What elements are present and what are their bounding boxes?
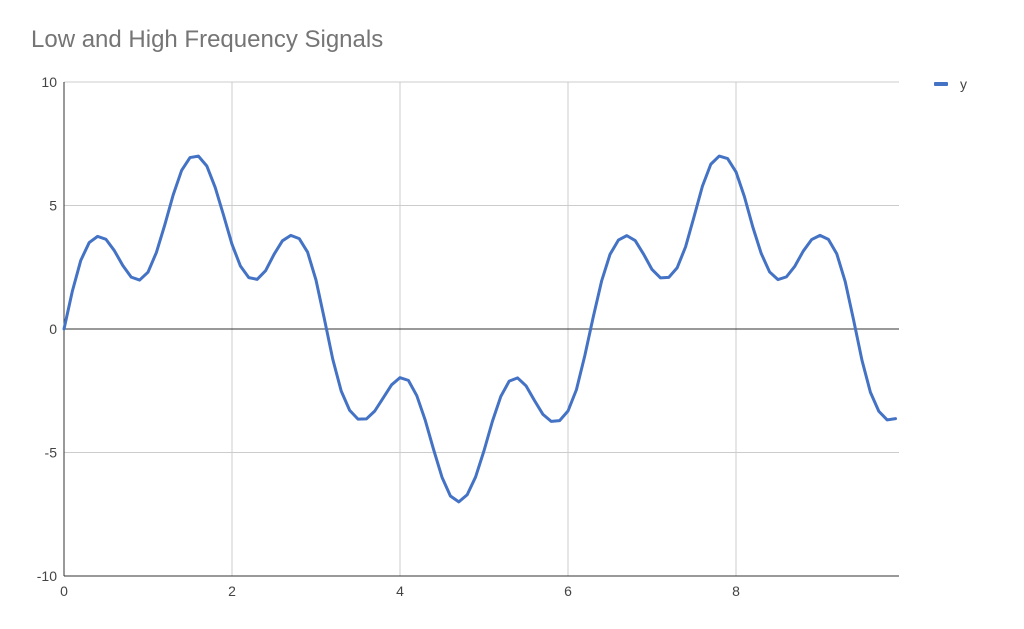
- x-tick-label-1: 2: [228, 583, 236, 599]
- x-tick-labels: 0 2 4 6 8: [60, 583, 740, 599]
- x-tick-label-0: 0: [60, 583, 68, 599]
- y-tick-label-3: -5: [45, 445, 58, 461]
- chart-title: Low and High Frequency Signals: [31, 26, 384, 53]
- y-tick-label-4: -10: [37, 568, 57, 584]
- x-tick-label-3: 6: [564, 583, 572, 599]
- legend-label-y: y: [960, 76, 967, 92]
- axes: [63, 82, 899, 577]
- y-tick-label-2: 0: [49, 321, 57, 337]
- x-tick-label-4: 8: [732, 583, 740, 599]
- legend-swatch-y: [934, 82, 948, 86]
- y-tick-labels: 10 5 0 -5 -10: [37, 74, 57, 584]
- series-layer: [62, 154, 898, 504]
- series-line-y: [62, 154, 898, 504]
- y-tick-label-0: 10: [41, 74, 57, 90]
- legend: y: [934, 76, 967, 92]
- y-tick-label-1: 5: [49, 198, 57, 214]
- x-tick-label-2: 4: [396, 583, 404, 599]
